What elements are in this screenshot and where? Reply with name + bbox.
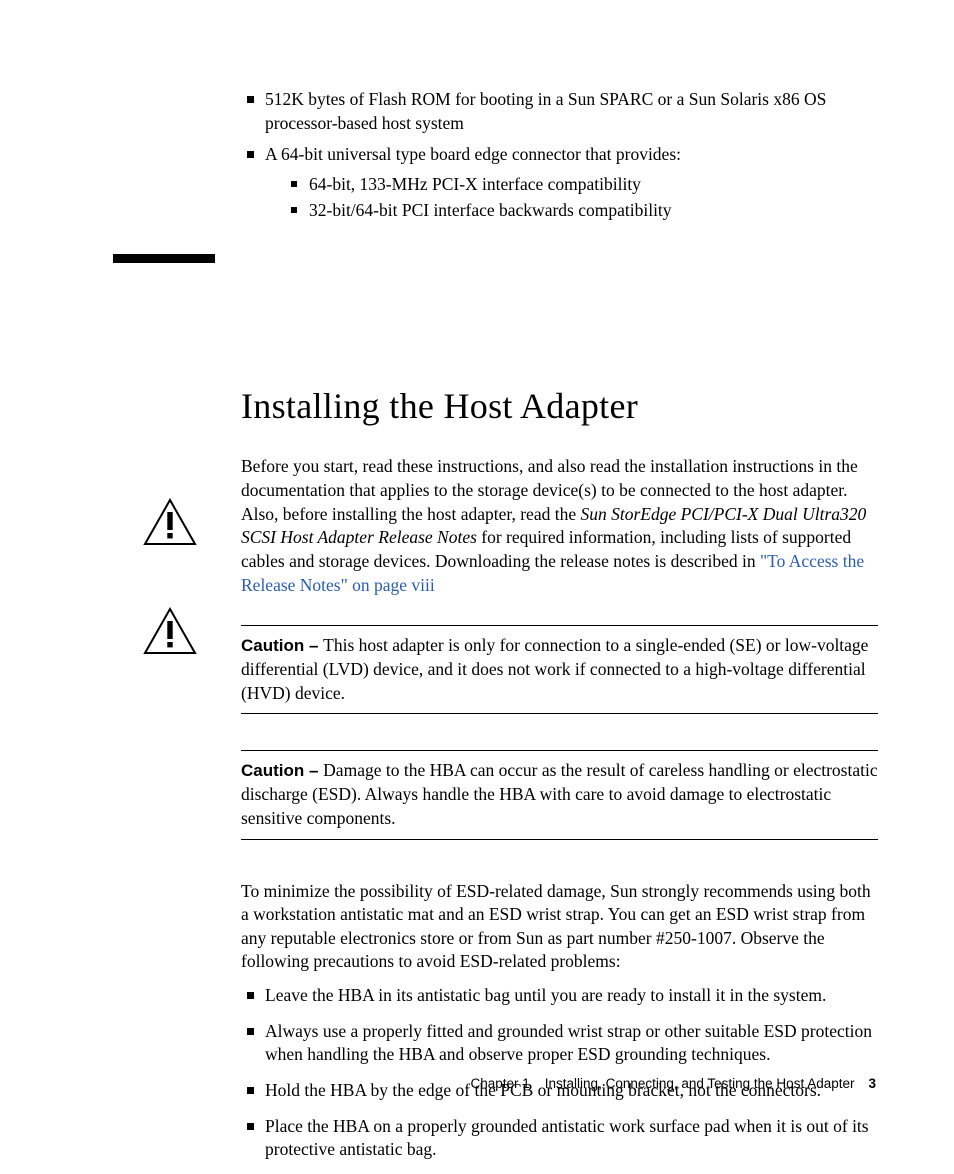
page-number: 3 xyxy=(868,1076,876,1091)
feature-list: 512K bytes of Flash ROM for booting in a… xyxy=(241,88,878,221)
section-heading: Installing the Host Adapter xyxy=(241,385,878,427)
intro-paragraph: Before you start, read these instruction… xyxy=(241,455,878,597)
caution-paragraph: Caution – Damage to the HBA can occur as… xyxy=(241,759,878,830)
page-footer: Chapter 1 Installing, Connecting, and Te… xyxy=(470,1076,876,1091)
caution-paragraph: Caution – This host adapter is only for … xyxy=(241,634,878,705)
caution-text: Damage to the HBA can occur as the resul… xyxy=(241,760,878,828)
caution-triangle-icon xyxy=(143,498,197,546)
list-item: 64-bit, 133-MHz PCI-X interface compatib… xyxy=(287,173,878,196)
main-content: 512K bytes of Flash ROM for booting in a… xyxy=(241,88,878,1174)
caution-box: Caution – This host adapter is only for … xyxy=(241,625,878,714)
esd-paragraph: To minimize the possibility of ESD-relat… xyxy=(241,880,878,975)
list-item-text: A 64-bit universal type board edge conne… xyxy=(265,144,681,164)
caution-box: Caution – Damage to the HBA can occur as… xyxy=(241,750,878,839)
section-divider-bar xyxy=(113,254,215,263)
list-item: Always use a properly fitted and grounde… xyxy=(241,1020,878,1067)
footer-title: Installing, Connecting, and Testing the … xyxy=(545,1076,855,1091)
list-item: Leave the HBA in its antistatic bag unti… xyxy=(241,984,878,1008)
nested-feature-list: 64-bit, 133-MHz PCI-X interface compatib… xyxy=(287,173,878,222)
list-item: A 64-bit universal type board edge conne… xyxy=(241,143,878,221)
footer-chapter: Chapter 1 xyxy=(470,1076,529,1091)
list-item: Place the HBA on a properly grounded ant… xyxy=(241,1115,878,1162)
caution-label: Caution – xyxy=(241,761,323,780)
caution-triangle-icon xyxy=(143,607,197,655)
list-item: 32-bit/64-bit PCI interface backwards co… xyxy=(287,199,878,222)
caution-label: Caution – xyxy=(241,636,323,655)
precautions-list: Leave the HBA in its antistatic bag unti… xyxy=(241,984,878,1162)
list-item: 512K bytes of Flash ROM for booting in a… xyxy=(241,88,878,135)
caution-text: This host adapter is only for connection… xyxy=(241,635,868,703)
document-page: 512K bytes of Flash ROM for booting in a… xyxy=(0,0,954,1145)
